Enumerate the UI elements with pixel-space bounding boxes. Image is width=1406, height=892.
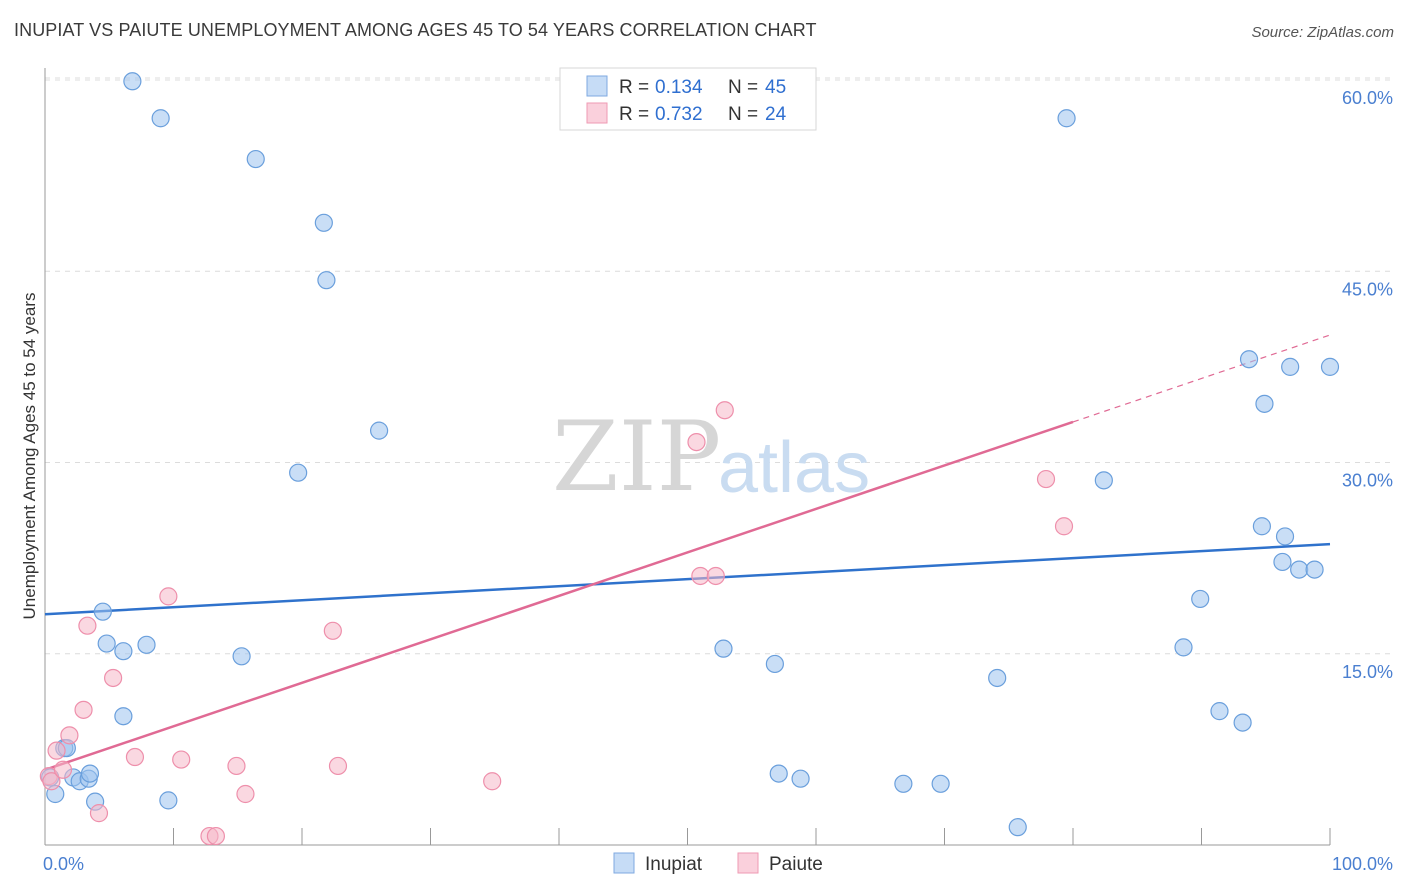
point-paiute [104, 668, 123, 688]
point-paiute [206, 826, 226, 846]
point-inupiat [1290, 560, 1309, 579]
y-tick-labels: 15.0% 30.0% 45.0% 60.0% [1342, 88, 1393, 682]
point-inupiat [123, 72, 142, 91]
point-paiute [227, 756, 246, 776]
point-paiute [328, 756, 348, 776]
point-inupiat [114, 642, 133, 661]
point-paiute [53, 760, 73, 779]
bottom-legend-swatch-paiute [737, 852, 759, 874]
bottom-legend-label-inupiat: Inupiat [645, 854, 703, 875]
legend-r-label-inupiat: R = [619, 77, 649, 98]
point-inupiat [714, 639, 733, 658]
y-axis-label: Unemployment Among Ages 45 to 54 years [20, 293, 39, 620]
trend-line-paiute-extension [1072, 334, 1331, 423]
point-inupiat [1255, 394, 1274, 413]
series-legend: Inupiat Paiute [613, 852, 823, 875]
x-tick-labels: 0.0% 100.0% [43, 854, 1393, 874]
trend-lines [44, 334, 1331, 771]
legend-r-value-inupiat: 0.134 [655, 77, 703, 98]
point-paiute [323, 621, 342, 640]
point-inupiat [931, 774, 950, 793]
point-inupiat [988, 668, 1007, 688]
trend-line-inupiat [44, 542, 1331, 616]
legend-n-value-inupiat: 45 [765, 77, 786, 98]
point-paiute [691, 566, 710, 586]
point-inupiat [791, 769, 810, 788]
point-paiute [715, 401, 734, 420]
point-paiute [125, 747, 145, 767]
chart-title: INUPIAT VS PAIUTE UNEMPLOYMENT AMONG AGE… [14, 20, 817, 40]
point-inupiat [314, 213, 333, 232]
point-paiute [60, 726, 79, 745]
point-inupiat [137, 635, 156, 654]
point-paiute [687, 433, 706, 452]
axes [44, 68, 1331, 846]
point-paiute [78, 616, 97, 635]
point-inupiat [765, 654, 784, 674]
legend-n-label-inupiat: N = [728, 77, 758, 98]
watermark-zip: ZIP [552, 401, 721, 513]
point-inupiat [80, 764, 100, 783]
data-points [39, 72, 1340, 846]
point-inupiat [894, 774, 913, 793]
point-inupiat [1281, 357, 1300, 376]
point-inupiat [1094, 471, 1113, 490]
legend-swatch-inupiat [586, 75, 608, 97]
point-inupiat [114, 707, 133, 726]
watermark-atlas: atlas [718, 428, 870, 508]
point-paiute [89, 804, 109, 823]
legend-r-label-paiute: R = [619, 104, 649, 125]
point-inupiat [1174, 638, 1193, 657]
legend-swatch-paiute [586, 102, 608, 124]
point-inupiat [97, 634, 116, 653]
point-inupiat [151, 109, 170, 128]
legend-n-label-paiute: N = [728, 104, 758, 125]
point-inupiat [1057, 109, 1076, 128]
y-tick-label: 45.0% [1342, 279, 1393, 299]
point-paiute [172, 750, 191, 769]
y-tick-label: 60.0% [1342, 88, 1393, 108]
point-inupiat [1210, 702, 1229, 721]
point-inupiat [289, 463, 308, 482]
point-paiute [236, 784, 255, 804]
correlation-legend: R = 0.134 N = 45 R = 0.732 N = 24 [559, 67, 817, 131]
point-paiute [1054, 517, 1074, 536]
point-inupiat [232, 647, 251, 666]
y-tick-label: 15.0% [1342, 662, 1393, 682]
point-inupiat [1320, 357, 1340, 376]
point-paiute [706, 566, 725, 586]
point-paiute [47, 741, 66, 760]
point-inupiat [93, 602, 112, 621]
point-paiute [159, 587, 178, 606]
bottom-legend-label-paiute: Paiute [769, 854, 823, 875]
point-inupiat [370, 421, 389, 440]
point-inupiat [159, 791, 178, 810]
point-paiute [74, 700, 93, 719]
point-inupiat [1191, 589, 1210, 609]
point-inupiat [1305, 560, 1324, 579]
point-inupiat [317, 271, 336, 290]
legend-n-value-paiute: 24 [765, 104, 787, 125]
bottom-legend-swatch-inupiat [613, 852, 635, 874]
point-inupiat [1239, 350, 1259, 369]
x-tick-label-max: 100.0% [1332, 854, 1393, 874]
point-inupiat [1233, 713, 1252, 732]
point-paiute [483, 772, 502, 791]
point-paiute [42, 772, 61, 791]
point-inupiat [1252, 517, 1271, 536]
point-paiute [1036, 469, 1056, 489]
y-tick-label: 30.0% [1342, 471, 1393, 491]
trend-line-paiute [44, 420, 1074, 771]
point-inupiat [1008, 818, 1027, 837]
x-tick-label-min: 0.0% [43, 854, 84, 874]
point-inupiat [1275, 527, 1295, 546]
point-inupiat [769, 764, 788, 783]
legend-r-value-paiute: 0.732 [655, 104, 703, 125]
point-inupiat [246, 149, 265, 169]
point-inupiat [1273, 552, 1292, 572]
source-credit: Source: ZipAtlas.com [1251, 24, 1394, 41]
